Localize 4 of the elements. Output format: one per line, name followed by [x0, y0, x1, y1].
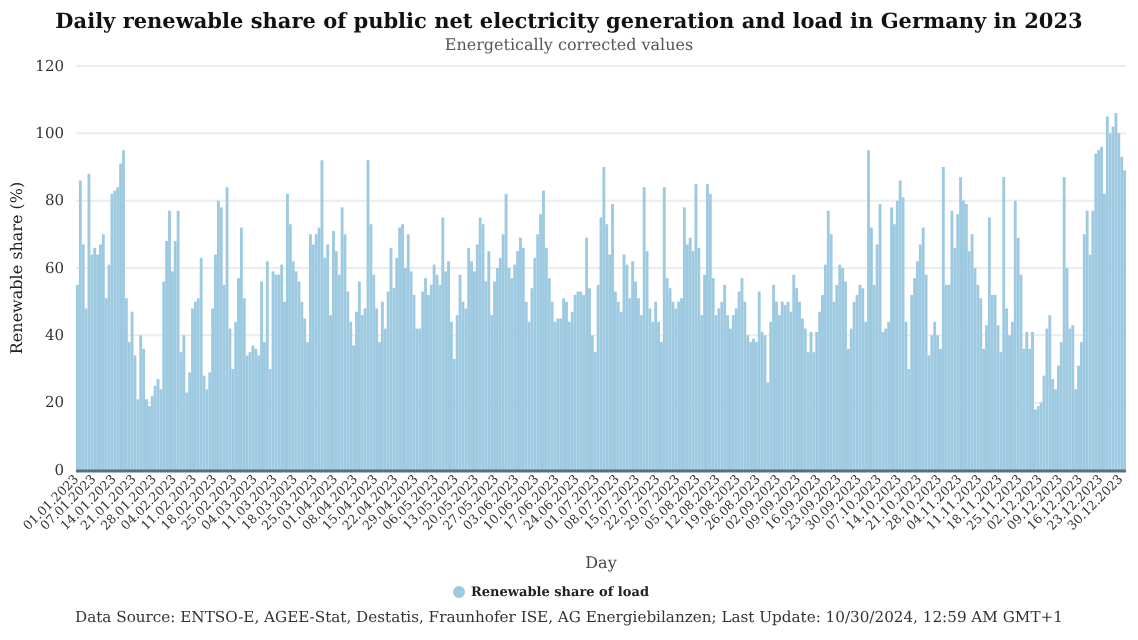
chart-subtitle: Energetically corrected values [444, 36, 694, 54]
x-axis-title: Day [585, 554, 618, 572]
y-axis-title: Renewable share (%) [8, 181, 26, 355]
chart-title: Daily renewable share of public net electricity generation and load in Germany in 2023 [55, 10, 1083, 34]
